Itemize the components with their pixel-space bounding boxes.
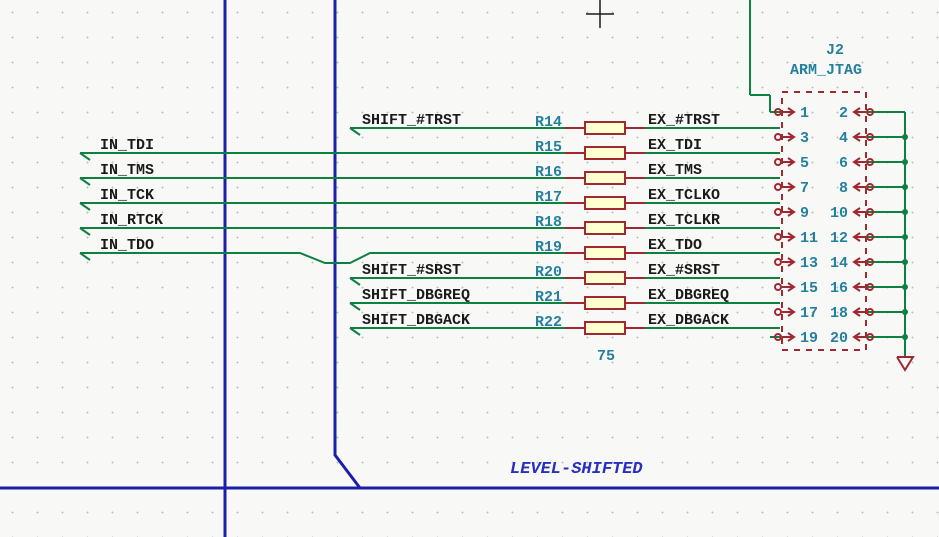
refdes-R19: R19 xyxy=(535,239,562,256)
pin-2: 2 xyxy=(839,105,848,122)
pin-6: 6 xyxy=(839,155,848,172)
junctions xyxy=(902,134,908,340)
resistor-refs: R14 R15 R16 R17 R18 R19 R20 R21 R22 xyxy=(535,114,562,331)
pin-16: 16 xyxy=(830,280,848,297)
refdes-R15: R15 xyxy=(535,139,562,156)
bus-vertical-mid xyxy=(335,0,360,488)
resistor-R22 xyxy=(585,322,625,334)
net-labels-mid: SHIFT_#TRST SHIFT_#SRST SHIFT_DBGREQ SHIFT_… xyxy=(362,112,470,329)
netlabel-IN_RTCK: IN_RTCK xyxy=(100,212,163,229)
netlabel-EX_TDI: EX_TDI xyxy=(648,137,702,154)
pin-15: 15 xyxy=(800,280,818,297)
pin-14: 14 xyxy=(830,255,848,272)
netlabel-EX_DBGREQ: EX_DBGREQ xyxy=(648,287,729,304)
gnd-symbol xyxy=(897,357,913,370)
connector-name: ARM_JTAG xyxy=(790,62,862,79)
cursor-crosshair xyxy=(586,0,614,28)
pin-18: 18 xyxy=(830,305,848,322)
netlabel-EX_TDO: EX_TDO xyxy=(648,237,702,254)
resistor-R17 xyxy=(585,197,625,209)
resistor-R18 xyxy=(585,222,625,234)
netlabel-SHIFT_#TRST: SHIFT_#TRST xyxy=(362,112,461,129)
netlabel-IN_TCK: IN_TCK xyxy=(100,187,154,204)
resistor-R14 xyxy=(585,122,625,134)
connector-refdes: J2 xyxy=(826,42,844,59)
net-labels-left: IN_TDI IN_TMS IN_TCK IN_RTCK IN_TDO xyxy=(100,137,163,254)
netlabel-EX_#SRST: EX_#SRST xyxy=(648,262,720,279)
netlabel-SHIFT_DBGREQ: SHIFT_DBGREQ xyxy=(362,287,470,304)
netlabel-EX_TCLKR: EX_TCLKR xyxy=(648,212,720,229)
refdes-R20: R20 xyxy=(535,264,562,281)
netlabel-EX_DBGACK: EX_DBGACK xyxy=(648,312,729,329)
pin-20: 20 xyxy=(830,330,848,347)
resistor-R20 xyxy=(585,272,625,284)
pin-7: 7 xyxy=(800,180,809,197)
pin-9: 9 xyxy=(800,205,809,222)
refdes-R17: R17 xyxy=(535,189,562,206)
refdes-R21: R21 xyxy=(535,289,562,306)
pin-4: 4 xyxy=(839,130,848,147)
pin-13: 13 xyxy=(800,255,818,272)
refdes-R18: R18 xyxy=(535,214,562,231)
pin-5: 5 xyxy=(800,155,809,172)
netlabel-SHIFT_#SRST: SHIFT_#SRST xyxy=(362,262,461,279)
pin-1: 1 xyxy=(800,105,809,122)
connector-j2 xyxy=(775,92,873,350)
pin-19: 19 xyxy=(800,330,818,347)
resistor-R16 xyxy=(585,172,625,184)
netlabel-IN_TDO: IN_TDO xyxy=(100,237,154,254)
refdes-R16: R16 xyxy=(535,164,562,181)
pin-8: 8 xyxy=(839,180,848,197)
resistor-bank xyxy=(565,122,645,334)
section-title: LEVEL-SHIFTED xyxy=(510,460,643,479)
netlabel-IN_TDI: IN_TDI xyxy=(100,137,154,154)
bus-lines xyxy=(0,0,939,537)
resistor-R19 xyxy=(585,247,625,259)
netlabel-EX_TCLKO: EX_TCLKO xyxy=(648,187,720,204)
pin-10: 10 xyxy=(830,205,848,222)
schematic-canvas[interactable]: IN_TDI IN_TMS IN_TCK IN_RTCK IN_TDO SHIFT_#T… xyxy=(0,0,939,537)
netlabel-IN_TMS: IN_TMS xyxy=(100,162,154,179)
resistor-value: 75 xyxy=(597,348,615,365)
wires xyxy=(80,0,913,370)
pin-11: 11 xyxy=(800,230,818,247)
connector-pin-numbers: 1234567891011121314151617181920 xyxy=(800,105,848,347)
pin-3: 3 xyxy=(800,130,809,147)
pin-12: 12 xyxy=(830,230,848,247)
refdes-R14: R14 xyxy=(535,114,562,131)
refdes-R22: R22 xyxy=(535,314,562,331)
netlabel-EX_#TRST: EX_#TRST xyxy=(648,112,720,129)
net-labels-right: EX_#TRST EX_TDI EX_TMS EX_TCLKO EX_TCLKR EX_T… xyxy=(648,112,729,329)
resistor-R21 xyxy=(585,297,625,309)
netlabel-SHIFT_DBGACK: SHIFT_DBGACK xyxy=(362,312,470,329)
resistor-R15 xyxy=(585,147,625,159)
netlabel-EX_TMS: EX_TMS xyxy=(648,162,702,179)
pin-17: 17 xyxy=(800,305,818,322)
